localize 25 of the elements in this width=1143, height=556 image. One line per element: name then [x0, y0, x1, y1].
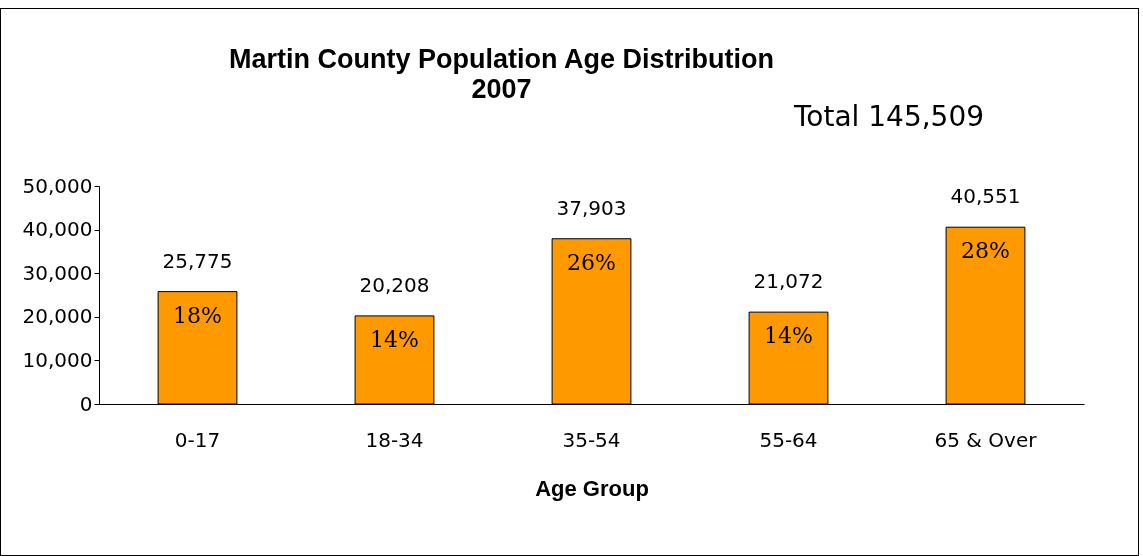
x-axis-title: Age Group [535, 475, 649, 501]
chart-title: Martin County Population Age Distribution [229, 44, 774, 74]
annotation: 28% [961, 238, 1010, 264]
annotation: 18% [173, 302, 222, 328]
data-label: 40,551 [950, 184, 1021, 209]
data-label: 21,072 [753, 269, 824, 294]
data-label: 37,903 [556, 195, 627, 220]
x-tick-label: 0-17 [174, 427, 221, 452]
annotation: 26% [567, 249, 616, 275]
annotation: 14% [370, 326, 419, 352]
data-label: 25,775 [162, 248, 233, 273]
y-tick-label: 30,000 [22, 260, 93, 285]
data-label: 20,208 [359, 272, 430, 297]
x-tick-label: 18-34 [365, 427, 424, 452]
x-tick-label: 55-64 [759, 427, 818, 452]
y-tick-label: 10,000 [22, 347, 93, 372]
text: Total 145,509 [792, 100, 985, 133]
annotation: 14% [764, 323, 813, 349]
x-tick-label: 65 & Over [934, 427, 1038, 452]
x-tick-label: 35-54 [562, 427, 621, 452]
y-tick-label: 40,000 [22, 217, 93, 242]
y-tick-label: 0 [79, 391, 93, 416]
y-tick-label: 20,000 [22, 304, 93, 329]
y-tick-label: 50,000 [22, 173, 93, 198]
chart-subtitle: 2007 [471, 74, 532, 104]
